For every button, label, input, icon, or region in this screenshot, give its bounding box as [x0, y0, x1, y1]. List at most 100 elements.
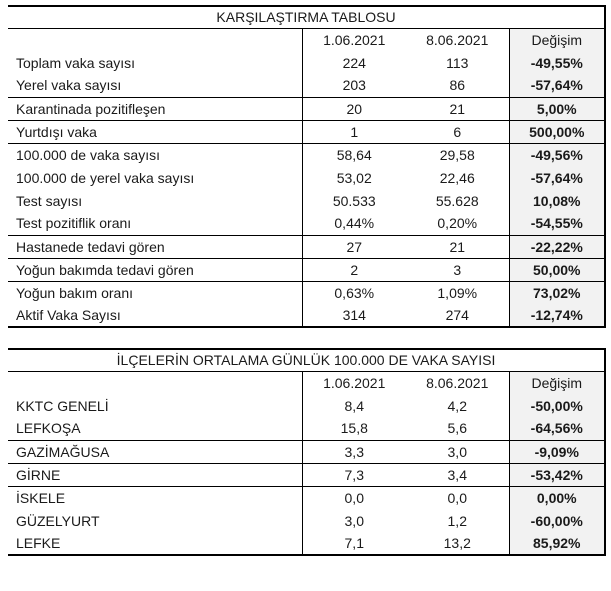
- row-label: Toplam vaka sayısı: [16, 54, 136, 71]
- row-label: Yoğun bakım oranı: [16, 284, 134, 301]
- row-label: Test sayısı: [16, 192, 83, 209]
- table-row: Yoğun bakımda tedavi gören 2 3 50,00%: [8, 258, 606, 282]
- change-cell: 0,00%: [508, 486, 605, 509]
- column-header-row: 1.06.2021 8.06.2021 Değişim: [8, 371, 605, 394]
- value-cell: 22,46: [439, 169, 475, 186]
- row-label: Yoğun bakımda tedavi gören: [8, 258, 302, 282]
- table-row: KKTC GENELİ 8,4 4,2 -50,00%: [8, 394, 605, 417]
- row-label: Aktif Vaka Sayısı: [16, 307, 121, 323]
- row-label: 100.000 de yerel vaka sayısı: [16, 169, 195, 186]
- change-cell: -49,56%: [508, 143, 606, 166]
- value-cell: 3,0: [406, 440, 509, 464]
- change-cell: 500,00%: [508, 120, 606, 144]
- table-row: Test pozitiflik oranı 0,44% 0,20% -54,55…: [8, 212, 606, 236]
- value-cell: 7,3: [301, 463, 406, 487]
- value-cell: 0,0: [301, 486, 406, 509]
- value-cell: 0,20%: [406, 212, 509, 236]
- table-row: LEFKE 7,1 13,2 85,92%: [8, 532, 605, 555]
- value-cell: 20: [301, 97, 406, 121]
- value-cell: 0,0: [447, 489, 467, 506]
- table-row: 100.000 de vaka sayısı 58,64 29,58 -49,5…: [8, 143, 606, 166]
- table-row: Karantinada pozitifleşen 20 21 5,00%: [8, 97, 606, 121]
- column-header-date2: 8.06.2021: [426, 374, 489, 391]
- change-cell: 85,92%: [508, 532, 605, 555]
- row-label: Yerel vaka sayısı: [8, 74, 302, 98]
- value-cell: 1,09%: [437, 284, 478, 301]
- value-cell: 1,2: [447, 512, 467, 529]
- value-cell: 21: [406, 235, 509, 259]
- header-empty-cell: [8, 371, 302, 394]
- table-row: Toplam vaka sayısı 224 113 -49,55%: [8, 51, 606, 74]
- value-cell: 0,63%: [301, 281, 406, 304]
- change-cell: -64,56%: [508, 417, 605, 441]
- comparison-table: KARŞILAŞTIRMA TABLOSU 1.06.2021 8.06.202…: [8, 5, 607, 328]
- row-label: LEFKE: [16, 535, 61, 551]
- value-cell: 1: [301, 120, 406, 144]
- value-cell: 21: [406, 97, 509, 121]
- value-cell: 4,2: [447, 397, 467, 414]
- table-row: 100.000 de yerel vaka sayısı 53,02 22,46…: [8, 166, 606, 189]
- table-row: GÜZELYURT 3,0 1,2 -60,00%: [8, 509, 605, 532]
- row-label: KKTC GENELİ: [16, 397, 109, 414]
- value-cell: 274: [445, 307, 469, 323]
- row-label: İSKELE: [16, 489, 66, 506]
- row-label: GÜZELYURT: [16, 512, 100, 529]
- table-row: GİRNE 7,3 3,4 -53,42%: [8, 463, 605, 487]
- change-cell: -60,00%: [508, 509, 605, 532]
- value-cell: 203: [301, 74, 406, 98]
- row-label: GİRNE: [8, 463, 302, 487]
- value-cell: 3,3: [301, 440, 406, 464]
- table-row: Yoğun bakım oranı 0,63% 1,09% 73,02%: [8, 281, 606, 304]
- table-row: Test sayısı 50.533 55.628 10,08%: [8, 189, 606, 212]
- page-content: KARŞILAŞTIRMA TABLOSU 1.06.2021 8.06.202…: [8, 5, 607, 556]
- row-label: LEFKOŞA: [8, 417, 302, 441]
- column-header-row: 1.06.2021 8.06.2021 Değişim: [8, 28, 606, 51]
- value-cell: 5,6: [406, 417, 509, 441]
- value-cell: 13,2: [443, 535, 471, 551]
- table-title: KARŞILAŞTIRMA TABLOSU: [8, 6, 606, 29]
- column-header-date1: 1.06.2021: [301, 28, 406, 51]
- district-table: İLÇELERİN ORTALAMA GÜNLÜK 100.000 DE VAK…: [8, 348, 606, 556]
- change-cell: 73,02%: [508, 281, 606, 304]
- value-cell: 2: [301, 258, 406, 282]
- value-cell: 224: [301, 51, 406, 74]
- change-cell: -54,55%: [508, 212, 606, 236]
- change-cell: -49,55%: [508, 51, 606, 74]
- table-row: Aktif Vaka Sayısı 314 274 -12,74%: [8, 304, 606, 327]
- header-empty-cell: [8, 28, 302, 51]
- column-header-change: Değişim: [508, 28, 606, 51]
- change-cell: 5,00%: [508, 97, 606, 121]
- change-cell: 10,08%: [508, 189, 606, 212]
- table-row: LEFKOŞA 15,8 5,6 -64,56%: [8, 417, 605, 441]
- column-header-date1: 1.06.2021: [301, 371, 406, 394]
- value-cell: 15,8: [301, 417, 406, 441]
- value-cell: 3: [406, 258, 509, 282]
- change-cell: -9,09%: [508, 440, 605, 464]
- value-cell: 7,1: [301, 532, 406, 555]
- change-cell: -53,42%: [508, 463, 605, 487]
- table-title-row: İLÇELERİN ORTALAMA GÜNLÜK 100.000 DE VAK…: [8, 349, 605, 372]
- value-cell: 55.628: [435, 192, 479, 209]
- value-cell: 113: [446, 54, 469, 71]
- table-row: GAZİMAĞUSA 3,3 3,0 -9,09%: [8, 440, 605, 464]
- value-cell: 29,58: [439, 146, 475, 163]
- value-cell: 86: [406, 74, 509, 98]
- row-label: Hastanede tedavi gören: [8, 235, 302, 259]
- row-label: Karantinada pozitifleşen: [8, 97, 302, 121]
- change-cell: -57,64%: [508, 166, 606, 189]
- value-cell: 0,44%: [301, 212, 406, 236]
- table-row: Yurtdışı vaka 1 6 500,00%: [8, 120, 606, 144]
- row-label: Yurtdışı vaka: [8, 120, 302, 144]
- table-row: Hastanede tedavi gören 27 21 -22,22%: [8, 235, 606, 259]
- value-cell: 53,02: [301, 166, 406, 189]
- table-row: Yerel vaka sayısı 203 86 -57,64%: [8, 74, 606, 98]
- value-cell: 8,4: [301, 394, 406, 417]
- change-cell: -12,74%: [508, 304, 606, 327]
- table-title: İLÇELERİN ORTALAMA GÜNLÜK 100.000 DE VAK…: [8, 349, 605, 372]
- row-label: Test pozitiflik oranı: [8, 212, 302, 236]
- value-cell: 50.533: [301, 189, 406, 212]
- row-label: 100.000 de vaka sayısı: [16, 146, 160, 163]
- change-cell: -50,00%: [508, 394, 605, 417]
- column-header-date2: 8.06.2021: [426, 31, 489, 48]
- change-cell: -57,64%: [508, 74, 606, 98]
